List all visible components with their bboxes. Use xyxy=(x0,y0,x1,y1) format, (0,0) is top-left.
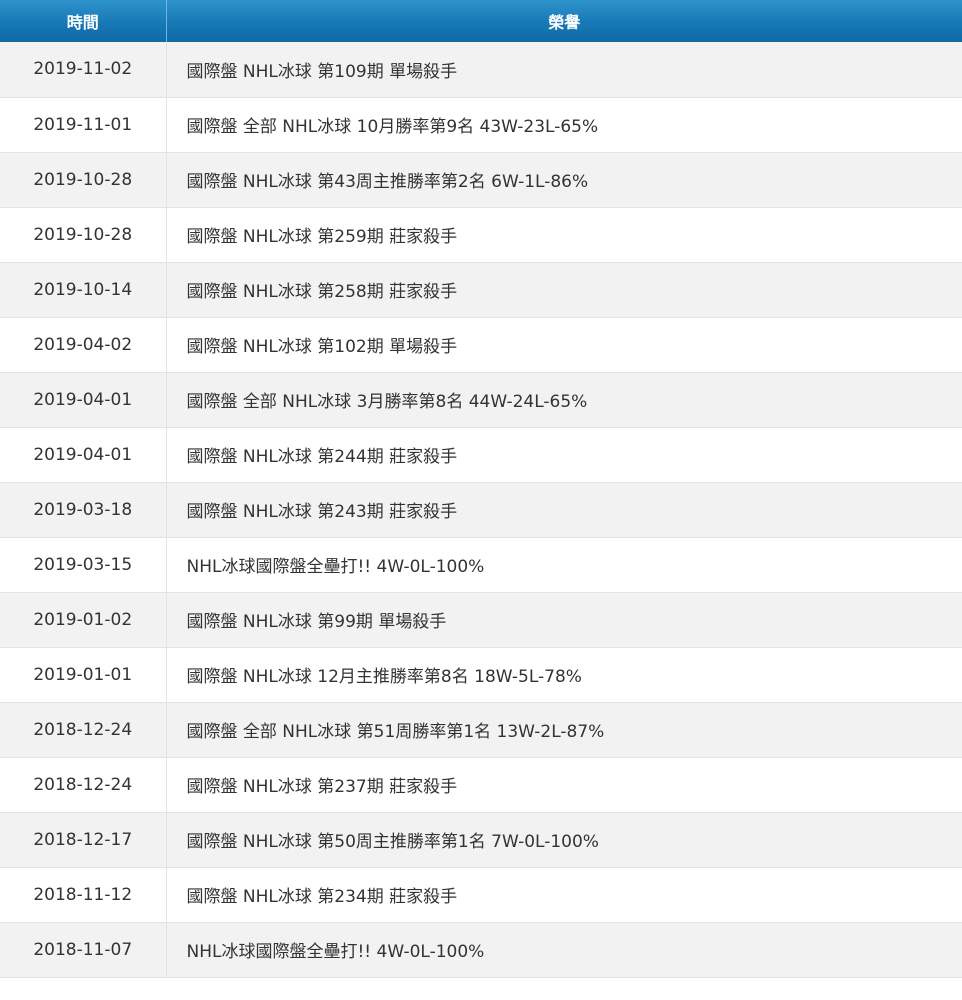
table-row: 2019-10-28 國際盤 NHL冰球 第259期 莊家殺手 xyxy=(0,207,962,263)
header-date: 時間 xyxy=(0,0,167,42)
honor-cell: 國際盤 NHL冰球 12月主推勝率第8名 18W-5L-78% xyxy=(166,647,962,703)
honor-cell: 國際盤 NHL冰球 第244期 莊家殺手 xyxy=(166,427,962,483)
date-cell: 2019-04-01 xyxy=(0,427,167,483)
honor-cell: 國際盤 NHL冰球 第99期 單場殺手 xyxy=(166,592,962,648)
table-row: 2019-03-15 NHL冰球國際盤全壘打!! 4W-0L-100% xyxy=(0,537,962,593)
table-row: 2019-10-14 國際盤 NHL冰球 第258期 莊家殺手 xyxy=(0,262,962,318)
honor-cell: 國際盤 NHL冰球 第102期 單場殺手 xyxy=(166,317,962,373)
table-row: 2019-11-02 國際盤 NHL冰球 第109期 單場殺手 xyxy=(0,42,962,98)
honor-cell: 國際盤 NHL冰球 第109期 單場殺手 xyxy=(166,42,962,98)
date-cell: 2019-03-15 xyxy=(0,537,167,593)
table-row: 2019-01-01 國際盤 NHL冰球 12月主推勝率第8名 18W-5L-78… xyxy=(0,647,962,703)
table-row: 2018-11-12 國際盤 NHL冰球 第234期 莊家殺手 xyxy=(0,867,962,923)
honor-cell: NHL冰球國際盤全壘打!! 4W-0L-100% xyxy=(166,922,962,978)
honor-cell: 國際盤 NHL冰球 第243期 莊家殺手 xyxy=(166,482,962,538)
honor-cell: NHL冰球國際盤全壘打!! 4W-0L-100% xyxy=(166,537,962,593)
date-cell: 2019-11-01 xyxy=(0,97,167,153)
table-row: 2019-04-02 國際盤 NHL冰球 第102期 單場殺手 xyxy=(0,317,962,373)
date-cell: 2018-12-24 xyxy=(0,757,167,813)
date-cell: 2018-12-17 xyxy=(0,812,167,868)
date-cell: 2019-03-18 xyxy=(0,482,167,538)
honor-cell: 國際盤 NHL冰球 第43周主推勝率第2名 6W-1L-86% xyxy=(166,152,962,208)
table-row: 2018-12-24 國際盤 NHL冰球 第237期 莊家殺手 xyxy=(0,757,962,813)
header-row: 時間 榮譽 xyxy=(0,0,962,42)
date-cell: 2019-10-14 xyxy=(0,262,167,318)
honor-cell: 國際盤 NHL冰球 第234期 莊家殺手 xyxy=(166,867,962,923)
honor-cell: 國際盤 NHL冰球 第258期 莊家殺手 xyxy=(166,262,962,318)
header-honor: 榮譽 xyxy=(166,0,962,42)
honor-cell: 國際盤 全部 NHL冰球 3月勝率第8名 44W-24L-65% xyxy=(166,372,962,428)
honors-table: 時間 榮譽 2019-11-02 國際盤 NHL冰球 第109期 單場殺手 2019… xyxy=(0,0,962,978)
date-cell: 2019-04-01 xyxy=(0,372,167,428)
honor-cell: 國際盤 NHL冰球 第237期 莊家殺手 xyxy=(166,757,962,813)
table-row: 2019-04-01 國際盤 NHL冰球 第244期 莊家殺手 xyxy=(0,427,962,483)
date-cell: 2019-11-02 xyxy=(0,42,167,98)
table-row: 2019-11-01 國際盤 全部 NHL冰球 10月勝率第9名 43W-23L-… xyxy=(0,97,962,153)
date-cell: 2018-12-24 xyxy=(0,702,167,758)
honor-cell: 國際盤 NHL冰球 第259期 莊家殺手 xyxy=(166,207,962,263)
date-cell: 2019-01-02 xyxy=(0,592,167,648)
date-cell: 2019-10-28 xyxy=(0,152,167,208)
table-body: 2019-11-02 國際盤 NHL冰球 第109期 單場殺手 2019-11-01… xyxy=(0,42,962,978)
honor-cell: 國際盤 NHL冰球 第50周主推勝率第1名 7W-0L-100% xyxy=(166,812,962,868)
table-row: 2019-04-01 國際盤 全部 NHL冰球 3月勝率第8名 44W-24L-6… xyxy=(0,372,962,428)
honor-cell: 國際盤 全部 NHL冰球 第51周勝率第1名 13W-2L-87% xyxy=(166,702,962,758)
date-cell: 2018-11-12 xyxy=(0,867,167,923)
date-cell: 2019-10-28 xyxy=(0,207,167,263)
table-row: 2018-12-17 國際盤 NHL冰球 第50周主推勝率第1名 7W-0L-10… xyxy=(0,812,962,868)
table-row: 2018-12-24 國際盤 全部 NHL冰球 第51周勝率第1名 13W-2L-… xyxy=(0,702,962,758)
table-row: 2019-10-28 國際盤 NHL冰球 第43周主推勝率第2名 6W-1L-86… xyxy=(0,152,962,208)
honor-cell: 國際盤 全部 NHL冰球 10月勝率第9名 43W-23L-65% xyxy=(166,97,962,153)
date-cell: 2018-11-07 xyxy=(0,922,167,978)
date-cell: 2019-04-02 xyxy=(0,317,167,373)
table-header: 時間 榮譽 xyxy=(0,0,962,42)
table-row: 2019-01-02 國際盤 NHL冰球 第99期 單場殺手 xyxy=(0,592,962,648)
date-cell: 2019-01-01 xyxy=(0,647,167,703)
table-row: 2019-03-18 國際盤 NHL冰球 第243期 莊家殺手 xyxy=(0,482,962,538)
table-row: 2018-11-07 NHL冰球國際盤全壘打!! 4W-0L-100% xyxy=(0,922,962,978)
